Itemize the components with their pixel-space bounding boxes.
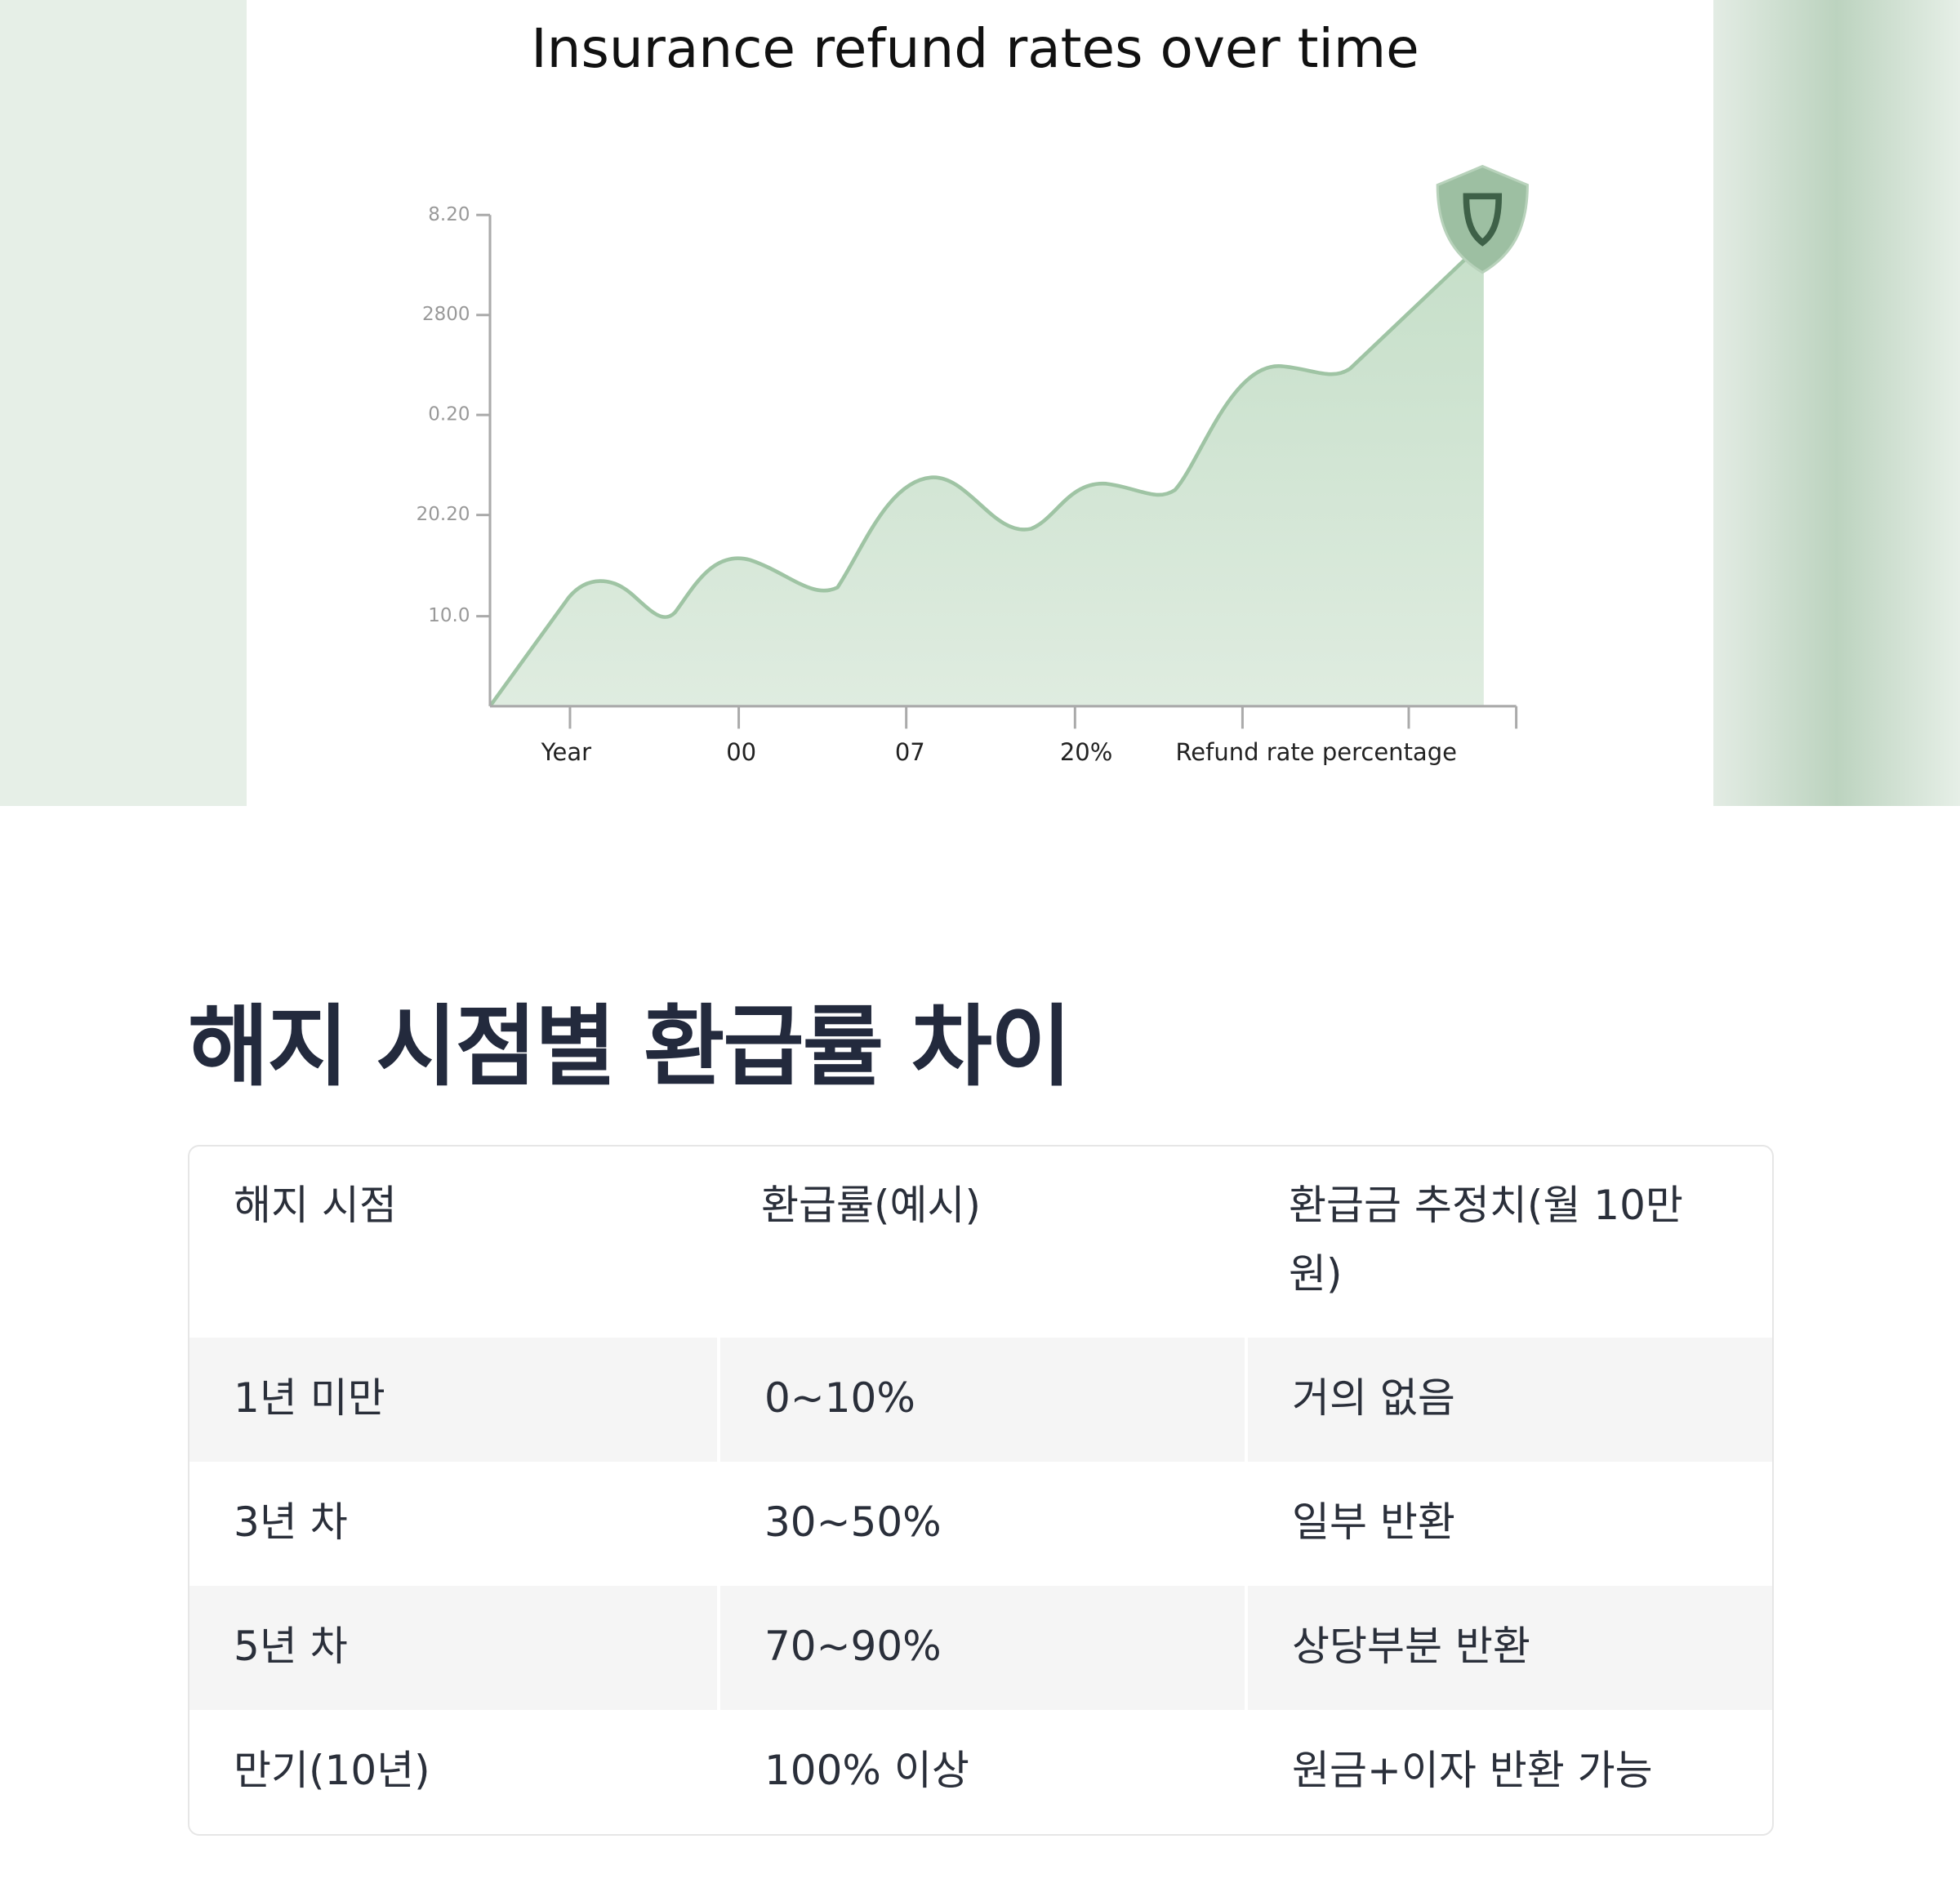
table-cell: 거의 없음 [1245, 1338, 1772, 1462]
table-cell: 원금+이자 반환 가능 [1245, 1710, 1772, 1834]
table-cell: 0~10% [717, 1338, 1245, 1462]
header-row: 해지 시점 환급률(예시) 환급금 추정치(월 10만원) [189, 1147, 1772, 1338]
y-tick-label: 20.20 [416, 504, 470, 525]
table: 해지 시점 환급률(예시) 환급금 추정치(월 10만원) 1년 미만 0~10% 거의… [188, 1145, 1774, 1836]
x-tick-label: 00 [726, 738, 756, 766]
figure-title: Insurance refund rates over time [531, 17, 1419, 80]
table-row: 5년 차 70~90% 상당부분 반환 [189, 1586, 1772, 1710]
table-cell: 만기(10년) [234, 1747, 430, 1794]
y-tick-label: 2800 [422, 304, 470, 325]
header-cell: 해지 시점 [234, 1182, 397, 1229]
ticks: 8.20 2800 0.20 20.20 10.0 Year 00 07 20% Refund r… [416, 204, 1518, 766]
header-cell: 환급률(예시) [761, 1182, 982, 1229]
shield [1436, 164, 1529, 274]
x-tick-label: Refund rate percentage [1175, 738, 1457, 766]
table-cell: 70~90% [717, 1586, 1245, 1710]
area [489, 250, 1484, 706]
x-tick-label: 07 [895, 738, 925, 766]
table-cell: 상당부분 반환 [1245, 1586, 1772, 1710]
table-grid: 해지 시점 환급률(예시) 환급금 추정치(월 10만원) 1년 미만 0~10% 거의… [189, 1147, 1772, 1834]
side-left [0, 0, 247, 806]
table-cell: 30~50% [717, 1462, 1245, 1586]
table-body: 1년 미만 0~10% 거의 없음 3년 차 30~50% 일부 반환 5년 차 70~90%… [189, 1338, 1772, 1834]
line [488, 248, 1477, 708]
y-tick-label: 8.20 [428, 204, 470, 225]
y-tick-label: 0.20 [428, 404, 470, 425]
table-cell: 100% 이상 [717, 1710, 1245, 1834]
x-tick-label: Year [541, 738, 591, 766]
x-tick-label: 20% [1060, 738, 1112, 766]
y-tick-label: 10.0 [428, 605, 470, 626]
shield-inner [1463, 193, 1503, 247]
header-cell: 환급금 추정치(월 10만원) [1289, 1182, 1683, 1298]
hero-image: Insurance refund rates over time 8.20 280… [0, 0, 1960, 806]
side-right [1713, 0, 1960, 806]
table-cell: 5년 차 [189, 1586, 717, 1710]
table-cell: 일부 반환 [1245, 1462, 1772, 1586]
table-cell: 1년 미만 [189, 1338, 717, 1462]
section-heading: 해지 시점별 환급률 차이 [188, 996, 1071, 1098]
table-row: 3년 차 30~50% 일부 반환 [189, 1462, 1772, 1586]
table-row: 1년 미만 0~10% 거의 없음 [189, 1338, 1772, 1462]
table-row: 만기(10년) 100% 이상 원금+이자 반환 가능 [189, 1710, 1772, 1834]
chart-art [488, 164, 1529, 708]
table-cell: 3년 차 [234, 1498, 348, 1546]
